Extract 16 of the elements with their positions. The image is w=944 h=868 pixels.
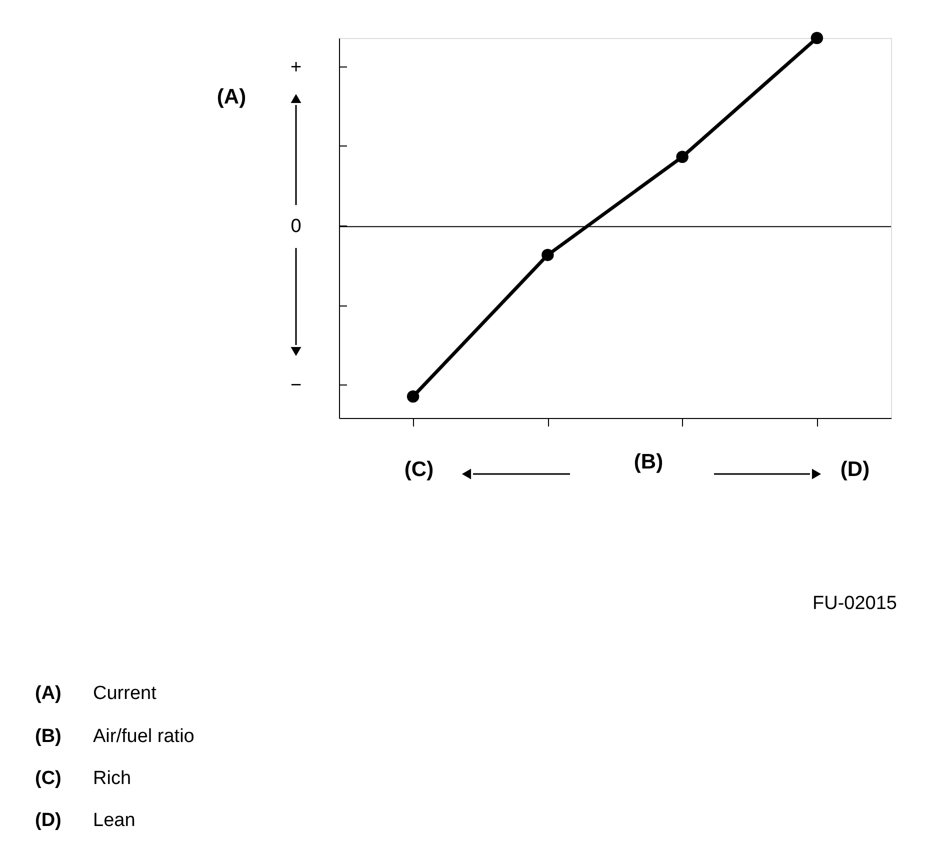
text: (B) Air/fuel ratio xyxy=(35,726,194,747)
x-axis-title: (B) xyxy=(634,450,664,474)
text: 0 xyxy=(290,216,302,237)
text: (A) Current xyxy=(35,683,156,704)
point xyxy=(542,248,554,262)
point xyxy=(810,32,824,44)
text: (D) xyxy=(840,458,870,481)
point xyxy=(406,390,420,403)
point xyxy=(676,150,688,163)
text: (D) Lean xyxy=(35,810,136,831)
text: FU-02015 xyxy=(812,593,897,614)
y-axis-title: (A) xyxy=(216,86,246,108)
text: + xyxy=(290,57,302,78)
text: − xyxy=(290,375,302,396)
text: (C) Rich xyxy=(35,768,132,789)
text: (C) xyxy=(404,458,434,481)
